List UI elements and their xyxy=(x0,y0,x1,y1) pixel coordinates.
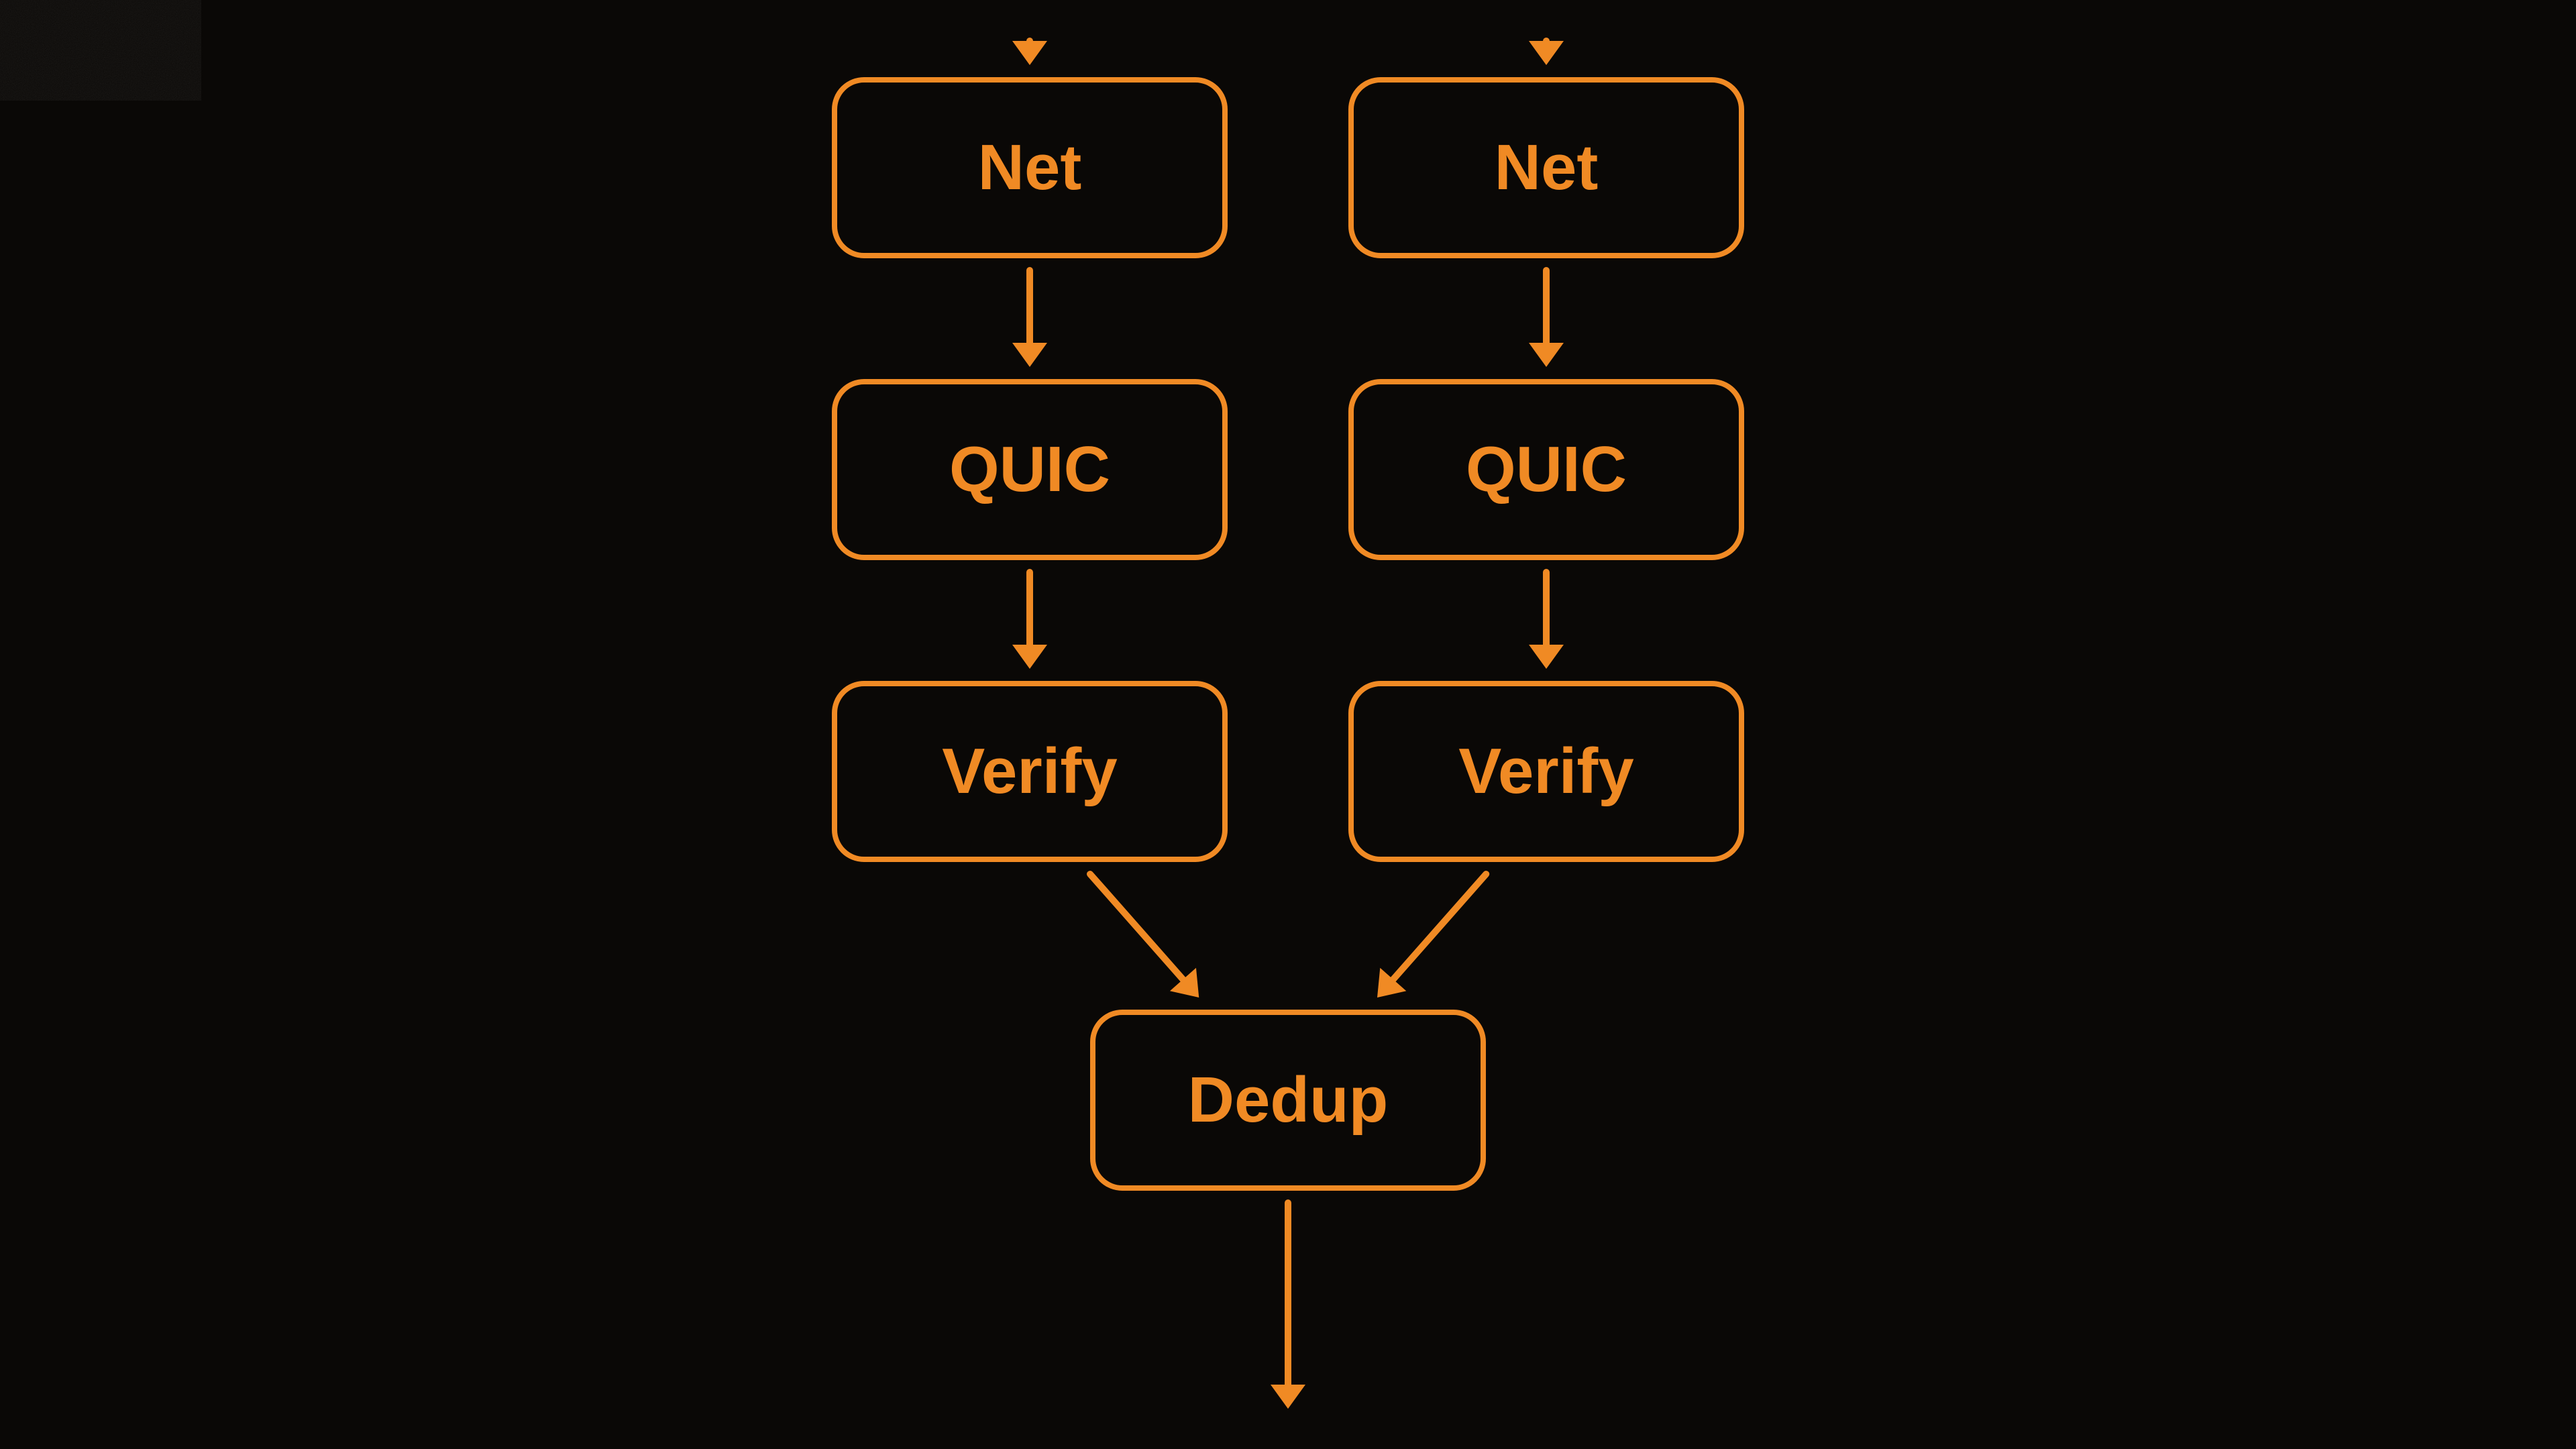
arrow-right-0 xyxy=(1522,246,1570,391)
node-left-verify-label: Verify xyxy=(942,735,1118,808)
node-dedup-label: Dedup xyxy=(1188,1063,1389,1137)
node-dedup: Dedup xyxy=(1090,1010,1486,1191)
node-left-verify: Verify xyxy=(832,681,1228,862)
node-right-verify-label: Verify xyxy=(1458,735,1634,808)
node-left-quic-label: QUIC xyxy=(949,433,1110,506)
node-right-net: Net xyxy=(1348,77,1744,258)
node-right-net-label: Net xyxy=(1495,131,1599,205)
arrow-left-0 xyxy=(1006,246,1054,391)
node-right-quic-label: QUIC xyxy=(1466,433,1627,506)
node-left-quic: QUIC xyxy=(832,379,1228,560)
arrow-merge-left xyxy=(1066,850,1223,1022)
node-right-verify: Verify xyxy=(1348,681,1744,862)
arrow-merge-right xyxy=(1353,850,1510,1022)
arrow-out xyxy=(1264,1179,1312,1433)
node-right-quic: QUIC xyxy=(1348,379,1744,560)
node-left-net: Net xyxy=(832,77,1228,258)
arrow-left-1 xyxy=(1006,548,1054,693)
arrow-right-1 xyxy=(1522,548,1570,693)
node-left-net-label: Net xyxy=(978,131,1082,205)
